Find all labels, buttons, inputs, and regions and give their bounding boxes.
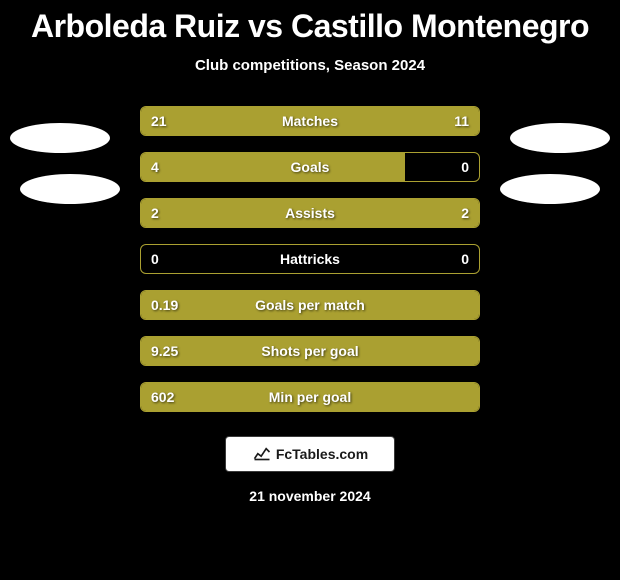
stat-left-value: 2 xyxy=(151,205,159,221)
stat-label: Goals per match xyxy=(255,297,365,313)
stat-right-value: 2 xyxy=(461,205,469,221)
stat-left-value: 4 xyxy=(151,159,159,175)
stat-left-value: 9.25 xyxy=(151,343,178,359)
player1-avatar-1 xyxy=(10,123,110,153)
page-subtitle: Club competitions, Season 2024 xyxy=(0,57,620,74)
stat-left-value: 21 xyxy=(151,113,167,129)
chart-icon xyxy=(252,442,272,467)
stat-left-value: 0.19 xyxy=(151,297,178,313)
stat-row: 21 Matches 11 xyxy=(140,106,480,136)
bar-right xyxy=(310,199,479,227)
stat-row: 0 Hattricks 0 xyxy=(140,244,480,274)
bar-left xyxy=(141,153,405,181)
stat-label: Min per goal xyxy=(269,389,351,405)
stat-row: 2 Assists 2 xyxy=(140,198,480,228)
stats-list: 21 Matches 11 4 Goals 0 2 Assists 2 0 Hattricks 0 0.… xyxy=(0,106,620,412)
page-title: Arboleda Ruiz vs Castillo Montenegro xyxy=(0,0,620,45)
stat-label: Hattricks xyxy=(280,251,340,267)
brand-text: FcTables.com xyxy=(276,446,368,462)
stat-right-value: 11 xyxy=(454,113,469,129)
brand-badge[interactable]: FcTables.com xyxy=(225,436,395,472)
stat-right-value: 0 xyxy=(461,159,469,175)
player2-avatar-2 xyxy=(500,174,600,204)
stat-label: Assists xyxy=(285,205,335,221)
stat-row: 4 Goals 0 xyxy=(140,152,480,182)
stat-row: 0.19 Goals per match xyxy=(140,290,480,320)
stat-row: 602 Min per goal xyxy=(140,382,480,412)
stat-label: Matches xyxy=(282,113,338,129)
footer-date: 21 november 2024 xyxy=(0,488,620,504)
stat-label: Shots per goal xyxy=(261,343,358,359)
player2-avatar-1 xyxy=(510,123,610,153)
stat-left-value: 0 xyxy=(151,251,159,267)
stat-left-value: 602 xyxy=(151,389,174,405)
player1-avatar-2 xyxy=(20,174,120,204)
stat-right-value: 0 xyxy=(461,251,469,267)
stat-row: 9.25 Shots per goal xyxy=(140,336,480,366)
stat-label: Goals xyxy=(291,159,330,175)
